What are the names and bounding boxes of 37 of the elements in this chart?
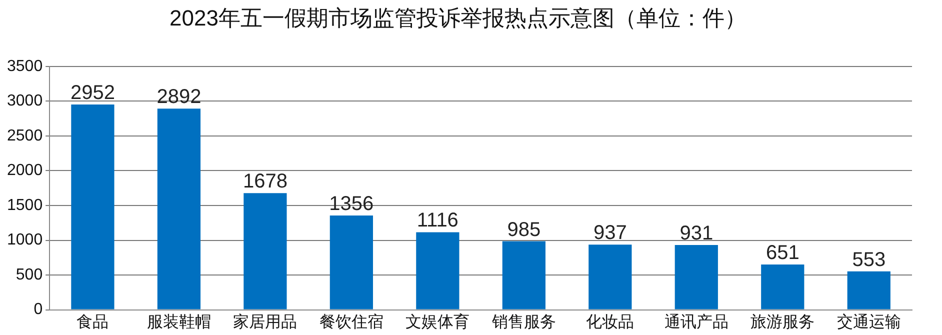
x-tick-label: 化妆品	[586, 314, 634, 331]
bar	[847, 271, 890, 310]
data-label: 2952	[70, 82, 115, 104]
bar	[330, 216, 373, 310]
data-label: 931	[680, 222, 714, 245]
y-tick-label: 0	[34, 301, 43, 318]
x-tick-label: 家居用品	[233, 312, 298, 331]
x-tick-label: 食品	[76, 312, 109, 331]
bar	[244, 193, 287, 310]
x-tick-label: 销售服务	[490, 314, 556, 331]
bar	[674, 245, 718, 310]
x-tick-label: 服装鞋帽	[146, 312, 211, 331]
data-label: 985	[507, 218, 541, 241]
y-tick-label: 500	[16, 266, 43, 284]
bar	[761, 264, 804, 310]
bar	[416, 232, 460, 310]
y-tick-label: 1000	[7, 232, 43, 249]
x-tick-label: 文娱体育	[406, 312, 470, 331]
x-tick-label: 通讯产品	[664, 312, 728, 331]
data-label: 1678	[242, 170, 288, 193]
y-tick-label: 2500	[7, 127, 43, 144]
data-label: 937	[593, 222, 627, 244]
y-tick-label: 2000	[7, 162, 43, 180]
bar	[157, 108, 201, 310]
x-tick-label: 交通运输	[836, 312, 901, 331]
data-label: 1116	[416, 210, 458, 232]
bar	[71, 104, 114, 310]
data-label: 553	[852, 248, 886, 271]
bar	[588, 244, 632, 310]
y-tick-label: 3000	[7, 92, 43, 110]
x-tick-label: 旅游服务	[750, 312, 815, 331]
data-label: 651	[766, 242, 800, 264]
y-tick-label: 3500	[7, 58, 43, 75]
bar	[502, 241, 546, 310]
chart-title: 2023年五一假期市场监管投诉举报热点示意图（单位：件）	[170, 5, 746, 30]
y-tick-label: 1500	[7, 196, 43, 214]
x-tick-label: 餐饮住宿	[319, 312, 384, 331]
